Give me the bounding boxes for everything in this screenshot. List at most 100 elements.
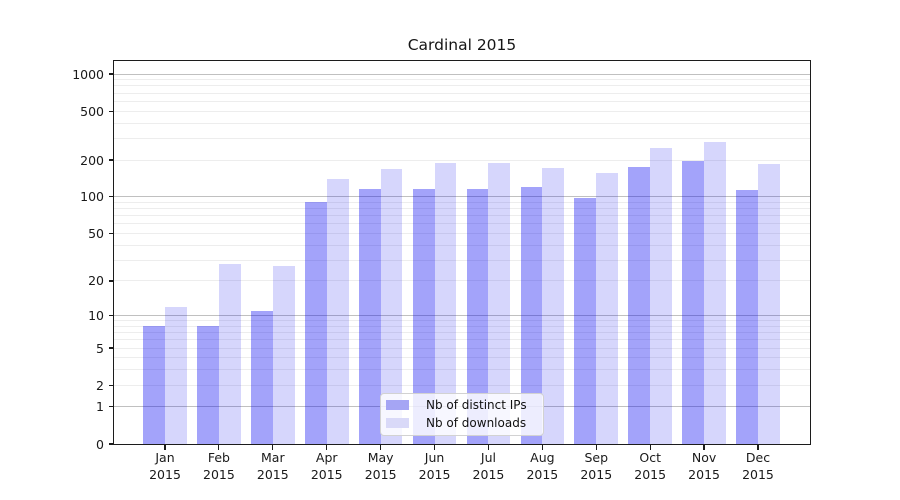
gridline-minor xyxy=(114,79,810,81)
bar-downloads-jun xyxy=(434,163,457,445)
gridline-minor xyxy=(114,332,810,334)
y-tick-mark xyxy=(108,443,113,445)
bar-downloads-aug xyxy=(542,168,565,445)
gridline-minor xyxy=(114,244,810,246)
legend-label: Nb of distinct IPs xyxy=(426,397,527,412)
y-tick-mark xyxy=(108,280,113,282)
gridline-minor xyxy=(114,259,810,261)
gridline-minor xyxy=(114,347,810,349)
bar-distinct-ips-jun xyxy=(412,188,435,445)
x-tick-label: Jun 2015 xyxy=(418,450,451,482)
x-tick-label: Jul 2015 xyxy=(472,450,505,482)
bar-downloads-nov xyxy=(704,141,726,445)
gridline-minor xyxy=(114,320,810,322)
legend-swatch-distinct-ips-icon xyxy=(386,399,409,410)
x-tick-mark xyxy=(649,445,651,450)
x-tick-label: Dec 2015 xyxy=(742,450,774,482)
y-tick-mark xyxy=(108,314,113,317)
x-tick-mark xyxy=(703,445,705,450)
y-tick-mark xyxy=(108,406,113,408)
legend: Nb of distinct IPs Nb of downloads xyxy=(380,392,544,436)
gridline-minor xyxy=(114,232,810,234)
bar-distinct-ips-aug xyxy=(520,187,543,445)
gridline-minor xyxy=(114,92,810,94)
gridline-minor xyxy=(114,280,810,282)
y-tick-label: 1 xyxy=(96,399,104,415)
bar-downloads-dec xyxy=(757,163,780,445)
x-tick-label: Sep 2015 xyxy=(580,450,613,482)
legend-item-distinct-ips: Nb of distinct IPs xyxy=(381,398,543,412)
x-tick-mark xyxy=(595,445,597,450)
x-tick-label: Nov 2015 xyxy=(688,450,720,482)
gridline-major xyxy=(114,315,810,317)
bar-distinct-ips-apr xyxy=(304,202,327,445)
gridline-minor xyxy=(114,384,810,386)
x-tick-mark xyxy=(757,445,759,450)
x-tick-label: Feb 2015 xyxy=(203,450,235,482)
gridline-major xyxy=(114,196,810,198)
bar-downloads-mar xyxy=(272,265,295,445)
x-tick-label: Mar 2015 xyxy=(256,450,289,482)
gridline-minor xyxy=(114,215,810,217)
bar-downloads-feb xyxy=(218,263,241,445)
bar-downloads-may xyxy=(380,169,403,445)
x-tick-label: Aug 2015 xyxy=(526,450,559,482)
gridline-minor xyxy=(114,208,810,210)
x-tick-mark xyxy=(164,445,166,450)
y-tick-mark xyxy=(108,73,113,75)
gridline-minor xyxy=(114,339,810,341)
gridline-minor xyxy=(114,201,810,203)
y-tick-label: 1000 xyxy=(72,66,104,82)
gridline-minor xyxy=(114,85,810,87)
bar-distinct-ips-feb xyxy=(197,326,219,445)
bar-distinct-ips-may xyxy=(358,188,381,445)
x-tick-mark xyxy=(326,445,328,450)
x-tick-mark xyxy=(487,445,490,450)
bar-downloads-apr xyxy=(326,179,349,445)
legend-swatch-downloads-icon xyxy=(386,418,409,429)
y-tick-label: 500 xyxy=(80,103,104,119)
chart-title: Cardinal 2015 xyxy=(407,36,517,54)
gridline-minor xyxy=(114,223,810,225)
x-tick-mark xyxy=(380,445,382,450)
bar-downloads-jul xyxy=(488,163,511,445)
bar-distinct-ips-nov xyxy=(682,160,705,445)
y-tick-mark xyxy=(108,110,113,112)
gridline-minor xyxy=(114,325,810,327)
bar-distinct-ips-mar xyxy=(251,310,273,445)
y-tick-label: 0 xyxy=(96,436,104,452)
y-tick-label: 2 xyxy=(96,377,104,393)
gridline-minor xyxy=(114,100,810,102)
y-tick-mark xyxy=(108,196,113,198)
gridline-minor xyxy=(114,357,810,359)
gridline-minor xyxy=(114,122,810,124)
bar-downloads-sep xyxy=(596,173,619,445)
x-tick-mark xyxy=(218,445,220,450)
y-tick-label: 100 xyxy=(80,189,104,205)
legend-item-downloads: Nb of downloads xyxy=(381,416,543,430)
bar-distinct-ips-dec xyxy=(736,190,758,445)
bar-distinct-ips-jul xyxy=(466,188,489,445)
bar-downloads-oct xyxy=(650,147,672,445)
gridline-minor xyxy=(114,369,810,371)
gridline-minor xyxy=(114,110,810,112)
bar-downloads-jan xyxy=(165,306,187,445)
bar-distinct-ips-jan xyxy=(143,326,165,445)
x-tick-mark xyxy=(433,445,436,450)
x-tick-mark xyxy=(541,445,543,450)
y-tick-mark xyxy=(108,232,113,235)
gridline-minor xyxy=(114,159,810,161)
y-tick-label: 200 xyxy=(80,152,104,168)
x-tick-label: May 2015 xyxy=(364,450,397,482)
x-tick-label: Apr 2015 xyxy=(310,450,343,482)
y-tick-label: 5 xyxy=(96,340,104,356)
gridline-minor xyxy=(114,137,810,139)
y-tick-label: 50 xyxy=(88,225,104,241)
bar-distinct-ips-sep xyxy=(574,197,597,445)
gridline-major xyxy=(114,73,810,75)
y-tick-mark xyxy=(108,347,113,349)
y-tick-label: 20 xyxy=(88,273,104,289)
y-tick-mark xyxy=(108,159,113,161)
bar-distinct-ips-oct xyxy=(628,167,651,445)
